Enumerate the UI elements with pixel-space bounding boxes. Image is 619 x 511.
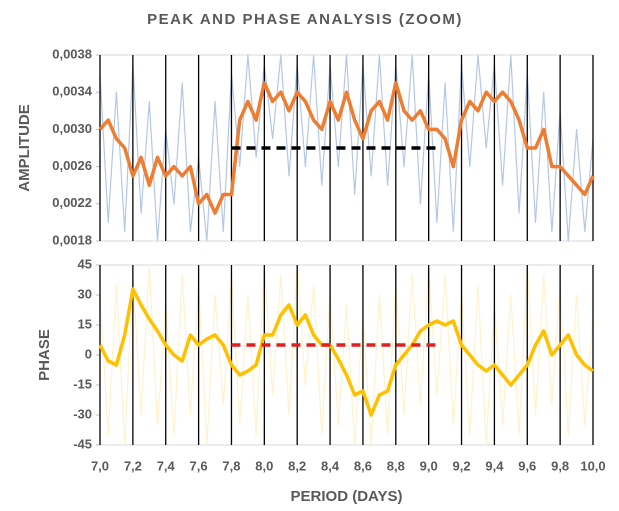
y-tick-label: -15: [73, 376, 92, 391]
y-tick-label: 45: [78, 256, 92, 271]
y-tick-label: 0,0018: [52, 232, 92, 247]
y-tick-label: -30: [73, 406, 92, 421]
y-tick-label: 15: [78, 316, 92, 331]
x-tick-label: 7,0: [91, 458, 109, 473]
y-axis-label: AMPLITUDE: [16, 104, 33, 192]
x-tick-label: 9,8: [551, 458, 569, 473]
y-tick-label: 0,0034: [52, 84, 93, 99]
y-tick-label: 30: [78, 286, 92, 301]
x-tick-label: 9,0: [420, 458, 438, 473]
x-tick-label: 10,0: [580, 458, 605, 473]
y-tick-label: -45: [73, 436, 92, 451]
x-tick-label: 8,2: [288, 458, 306, 473]
x-tick-label: 9,2: [452, 458, 470, 473]
y-axis-label: PHASE: [36, 329, 53, 381]
x-tick-label: 7,4: [157, 458, 176, 473]
x-tick-label: 9,4: [485, 458, 504, 473]
x-tick-label: 9,6: [518, 458, 536, 473]
x-tick-label: 7,8: [222, 458, 240, 473]
y-tick-label: 0,0022: [52, 195, 92, 210]
x-tick-label: 8,6: [354, 458, 372, 473]
x-tick-label: 8,4: [321, 458, 340, 473]
x-tick-label: 8,0: [255, 458, 273, 473]
line-series: [99, 54, 594, 242]
y-tick-label: 0,0026: [52, 158, 92, 173]
line-series: [99, 264, 594, 446]
x-tick-label: 7,6: [190, 458, 208, 473]
x-tick-label: 8,8: [387, 458, 405, 473]
chart-title: PEAK AND PHASE ANALYSIS (ZOOM): [147, 11, 463, 28]
line-series: [98, 81, 595, 215]
y-tick-label: 0,0038: [52, 46, 92, 61]
y-tick-label: 0: [85, 346, 92, 361]
x-tick-label: 7,2: [124, 458, 142, 473]
line-series: [98, 287, 595, 417]
x-axis-label: PERIOD (DAYS): [291, 488, 403, 505]
y-tick-label: 0,0030: [52, 121, 92, 136]
